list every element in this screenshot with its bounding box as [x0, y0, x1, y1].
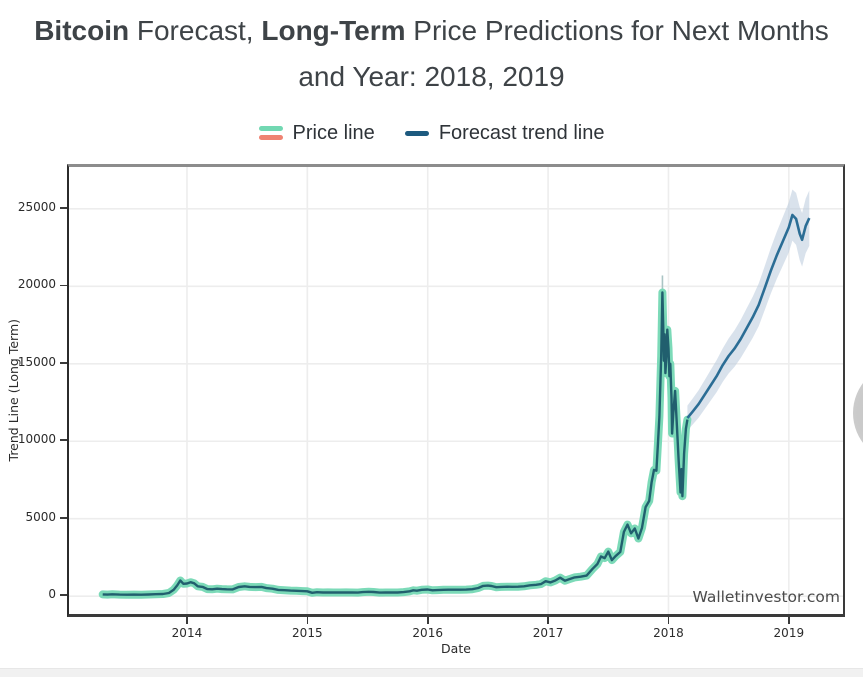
y-tick-mark — [60, 284, 67, 287]
title-segment: Price Predictions for Next Months — [405, 15, 829, 46]
page-section-divider — [0, 668, 863, 677]
y-tick-label: 5000 — [25, 509, 56, 524]
y-tick-label: 0 — [48, 587, 56, 602]
x-tick-mark — [667, 617, 670, 624]
x-tick-mark — [306, 617, 309, 624]
forecast-trend-line — [686, 213, 811, 419]
chart-legend: Price line Forecast trend line — [0, 117, 863, 149]
x-tick-label: 2016 — [412, 626, 443, 640]
title-segment: Forecast, — [129, 15, 262, 46]
y-tick-label: 25000 — [17, 199, 56, 214]
watermark: Walletinvestor.com — [692, 588, 840, 606]
y-tick-mark — [60, 207, 67, 209]
legend-item-forecast-trend-line: Forecast trend line — [404, 121, 605, 145]
legend-item-price-line: Price line — [258, 121, 375, 145]
x-tick-label: 2015 — [292, 626, 323, 640]
page-title-line1: Bitcoin Forecast, Long-Term Price Predic… — [0, 8, 863, 54]
price-line-swatch-icon — [258, 126, 283, 140]
scroll-next-button-partial[interactable] — [853, 363, 863, 463]
x-tick-mark — [186, 617, 188, 624]
plot-area — [67, 164, 845, 617]
title-word-longterm: Long-Term — [261, 15, 406, 46]
y-tick-label: 15000 — [17, 354, 56, 369]
title-word-bitcoin: Bitcoin — [34, 15, 130, 46]
y-tick-mark — [60, 361, 67, 364]
page-title-line2: and Year: 2018, 2019 — [298, 61, 565, 92]
x-axis-label: Date — [441, 641, 471, 656]
x-tick-label: 2018 — [653, 626, 684, 640]
x-tick-mark — [547, 617, 549, 624]
y-tick-mark — [60, 594, 67, 596]
x-tick-mark — [788, 617, 790, 624]
price-line-halo — [98, 288, 692, 599]
x-tick-mark — [426, 617, 429, 624]
x-tick-label: 2017 — [532, 626, 564, 640]
y-axis-label-wrap: Trend Line (Long Term) — [4, 164, 22, 617]
legend-label-price-line: Price line — [292, 121, 375, 144]
legend-label-forecast-trend-line: Forecast trend line — [438, 121, 605, 144]
gridlines — [69, 167, 843, 614]
x-tick-label: 2014 — [171, 626, 203, 640]
forecast-line-swatch-icon — [404, 130, 429, 136]
price-line — [102, 291, 689, 596]
y-tick-label: 10000 — [17, 432, 56, 447]
page-title: Bitcoin Forecast, Long-Term Price Predic… — [0, 8, 863, 100]
y-tick-mark — [60, 516, 67, 519]
x-tick-label: 2019 — [773, 626, 805, 640]
chart-canvas — [69, 167, 843, 614]
y-tick-label: 20000 — [17, 277, 56, 292]
y-tick-mark — [60, 439, 67, 442]
